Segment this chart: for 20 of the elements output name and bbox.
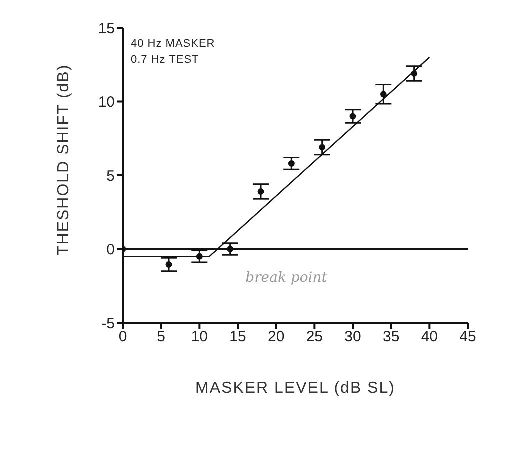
x-tick-label: 0	[118, 328, 128, 346]
y-tick-label: 5	[106, 168, 115, 185]
annotation: 40 Hz MASKER	[131, 38, 216, 50]
x-tick-label: 5	[157, 328, 166, 346]
x-tick-label: 30	[344, 328, 362, 346]
y-tick-label: 0	[106, 242, 115, 259]
x-axis-title: MASKER LEVEL (dB SL)	[196, 380, 396, 397]
y-tick-label: 15	[98, 20, 115, 38]
annotation: break point	[246, 270, 328, 286]
y-tick-label: 10	[98, 94, 115, 112]
x-tick-label: 20	[268, 328, 285, 346]
x-tick-label: 45	[460, 328, 476, 346]
x-tick-label: 40	[421, 328, 438, 346]
annotation: 0.7 Hz TEST	[131, 54, 200, 66]
x-tick-label: 25	[306, 328, 324, 346]
y-axis-title: THESHOLD SHIFT (dB)	[56, 64, 73, 256]
x-tick-label: 15	[230, 328, 246, 346]
x-tick-label: 35	[382, 328, 400, 346]
x-tick-label: 10	[191, 328, 208, 346]
y-tick-label: -5	[102, 315, 115, 332]
